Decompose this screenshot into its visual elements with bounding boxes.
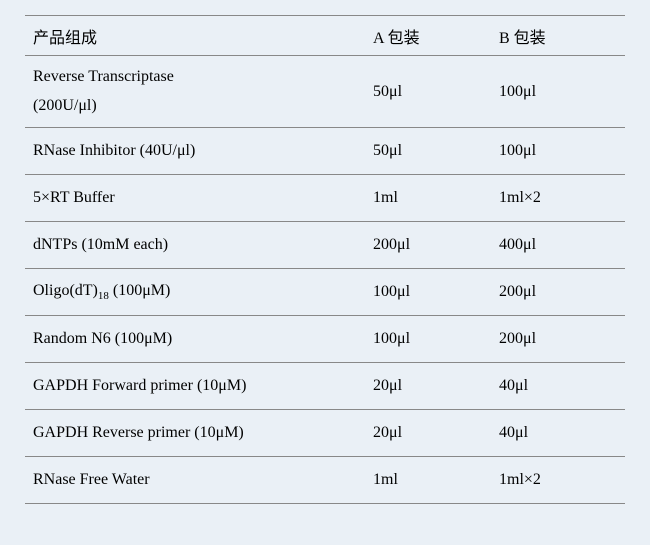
table-row: dNTPs (10mM each) 200μl 400μl xyxy=(25,222,625,269)
cell-package-a: 1ml xyxy=(373,175,499,222)
cell-component: RNase Free Water xyxy=(25,457,373,504)
table-row: Oligo(dT)18 (100μM) 100μl 200μl xyxy=(25,269,625,316)
cell-package-b: 1ml×2 xyxy=(499,175,625,222)
cell-package-b: 200μl xyxy=(499,316,625,363)
cell-package-b: 40μl xyxy=(499,410,625,457)
cell-component: RNase Inhibitor (40U/μl) xyxy=(25,128,373,175)
component-subscript: 18 xyxy=(98,290,109,302)
cell-component: Reverse Transcriptase (200U/μl) xyxy=(25,56,373,128)
cell-package-b: 400μl xyxy=(499,222,625,269)
cell-package-b: 40μl xyxy=(499,363,625,410)
cell-package-a: 20μl xyxy=(373,410,499,457)
cell-component: Oligo(dT)18 (100μM) xyxy=(25,269,373,316)
cell-package-b: 1ml×2 xyxy=(499,457,625,504)
table-row: GAPDH Reverse primer (10μM) 20μl 40μl xyxy=(25,410,625,457)
cell-package-a: 100μl xyxy=(373,316,499,363)
header-package-a: A 包装 xyxy=(373,16,499,56)
composition-table: 产品组成 A 包装 B 包装 Reverse Transcriptase (20… xyxy=(25,15,625,504)
component-prefix: Oligo(dT) xyxy=(33,282,98,299)
cell-package-a: 100μl xyxy=(373,269,499,316)
cell-component: Random N6 (100μM) xyxy=(25,316,373,363)
table-row: Reverse Transcriptase (200U/μl) 50μl 100… xyxy=(25,56,625,128)
component-suffix: (100μM) xyxy=(109,282,170,299)
table-header-row: 产品组成 A 包装 B 包装 xyxy=(25,16,625,56)
table-row: Random N6 (100μM) 100μl 200μl xyxy=(25,316,625,363)
table-row: RNase Inhibitor (40U/μl) 50μl 100μl xyxy=(25,128,625,175)
header-package-b: B 包装 xyxy=(499,16,625,56)
cell-component: GAPDH Reverse primer (10μM) xyxy=(25,410,373,457)
cell-package-b: 100μl xyxy=(499,56,625,128)
cell-package-a: 1ml xyxy=(373,457,499,504)
header-component: 产品组成 xyxy=(25,16,373,56)
table-row: 5×RT Buffer 1ml 1ml×2 xyxy=(25,175,625,222)
cell-package-a: 20μl xyxy=(373,363,499,410)
product-composition-table: 产品组成 A 包装 B 包装 Reverse Transcriptase (20… xyxy=(25,15,625,504)
component-line2: (200U/μl) xyxy=(33,97,97,114)
cell-package-a: 200μl xyxy=(373,222,499,269)
cell-component: dNTPs (10mM each) xyxy=(25,222,373,269)
table-row: GAPDH Forward primer (10μM) 20μl 40μl xyxy=(25,363,625,410)
cell-package-a: 50μl xyxy=(373,56,499,128)
cell-package-b: 100μl xyxy=(499,128,625,175)
cell-component: GAPDH Forward primer (10μM) xyxy=(25,363,373,410)
component-line1: Reverse Transcriptase xyxy=(33,68,174,85)
table-row: RNase Free Water 1ml 1ml×2 xyxy=(25,457,625,504)
cell-package-b: 200μl xyxy=(499,269,625,316)
cell-component: 5×RT Buffer xyxy=(25,175,373,222)
cell-package-a: 50μl xyxy=(373,128,499,175)
